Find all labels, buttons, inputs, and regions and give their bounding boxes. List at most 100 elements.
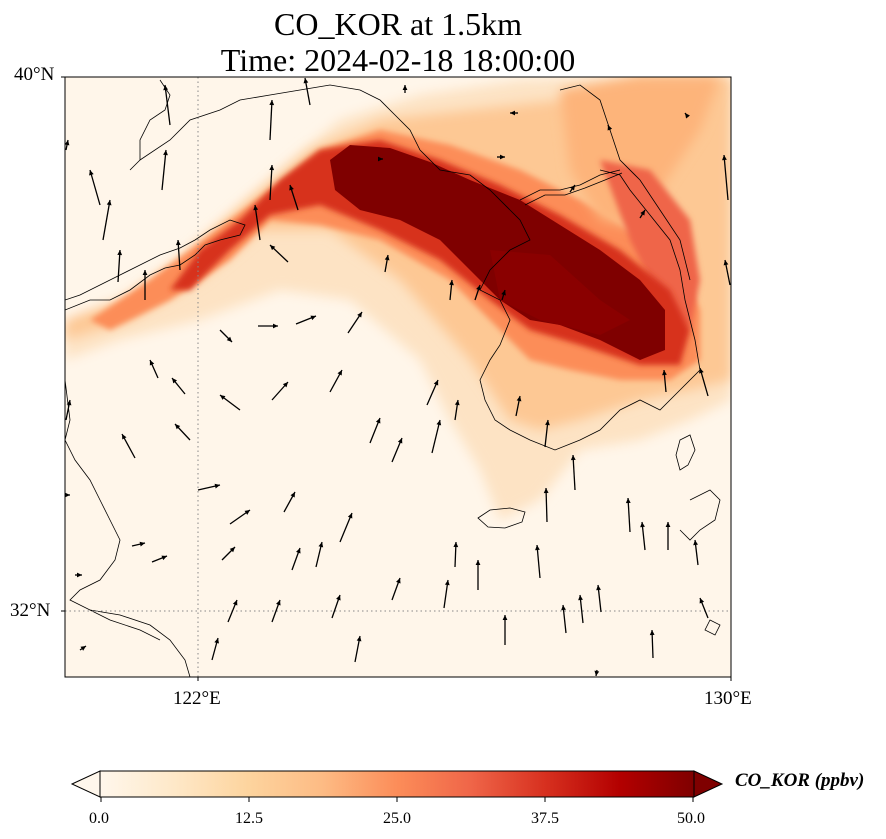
wind-arrow-head (175, 424, 181, 430)
wind-arrow-head (106, 200, 112, 206)
wind-arrow (161, 149, 167, 191)
wind-vectors (65, 77, 731, 677)
wind-arrow-head (596, 585, 601, 591)
wind-arrow-head (65, 492, 70, 498)
wind-arrow-head (570, 455, 576, 461)
wind-arrow-head (665, 522, 671, 527)
wind-arrow-head (65, 140, 70, 146)
wind-arrow-head (640, 210, 645, 216)
wind-arrow-head (220, 395, 226, 400)
wind-arrow-head (476, 285, 481, 291)
wind-arrow-head (122, 434, 127, 440)
wind-arrow-head (253, 205, 259, 211)
wind-arrow-head (273, 323, 278, 329)
wind-arrow-head (310, 315, 316, 321)
wind-arrow-head (375, 418, 381, 424)
wind-arrow-head (570, 185, 575, 191)
wind-arrow-head (543, 488, 549, 494)
wind-arrow-head (337, 370, 342, 376)
wind-arrow (536, 544, 541, 579)
wind-arrow-head (699, 598, 705, 604)
wind-arrow-head (594, 670, 600, 676)
wind-arrow-head (303, 78, 309, 84)
wind-arrow-head (449, 280, 454, 286)
wind-arrow-head (142, 270, 148, 275)
wind-arrow-head (161, 555, 167, 561)
wind-arrow-head (229, 547, 235, 553)
map-frame (64, 76, 732, 678)
wind-arrow (723, 154, 729, 201)
wind-arrow-head (270, 245, 276, 251)
wind-arrow-head (685, 113, 690, 119)
wind-arrow-head (276, 600, 281, 606)
colorbar-extend-low (70, 770, 101, 798)
wind-arrow (164, 84, 171, 126)
wind-arrow-head (453, 542, 459, 548)
wind-arrow-head (244, 510, 250, 515)
wind-arrow-head (454, 400, 460, 406)
wind-arrow (627, 497, 631, 533)
wind-arrow-head (510, 110, 515, 116)
colorbar-tick-0: 0.0 (89, 810, 109, 827)
wind-arrow-head (545, 420, 550, 426)
colorbar-label: CO_KOR (ppbv) (735, 770, 865, 791)
wind-arrow-head (699, 368, 704, 374)
wind-arrow-head (722, 155, 727, 161)
wind-arrow-head (396, 578, 401, 584)
wind-arrow-head (269, 165, 275, 171)
colorbar-tick-2: 25.0 (383, 810, 411, 827)
co-concentration-field (65, 77, 731, 520)
wind-arrow-head (475, 560, 481, 565)
wind-arrow-head (226, 336, 232, 342)
wind-arrow-head (640, 522, 645, 528)
wind-arrow-head (347, 513, 353, 519)
wind-arrow-head (397, 438, 403, 444)
wind-arrow-head (357, 312, 362, 318)
wind-arrow-head (693, 540, 698, 546)
wind-arrow-head (282, 382, 288, 388)
wind-arrow-head (433, 380, 439, 386)
wind-arrow (269, 99, 273, 141)
wind-arrow-head (384, 255, 390, 261)
wind-arrow-head (607, 125, 613, 131)
wind-arrow-head (561, 605, 566, 611)
wind-arrow-head (214, 483, 220, 489)
wind-arrow-head (80, 646, 86, 651)
wind-arrow-head (163, 85, 169, 91)
lon-label-130e: 130°E (704, 688, 752, 709)
wind-arrow-head (444, 580, 450, 586)
wind-arrow-head (289, 185, 294, 191)
wind-arrow-head (649, 630, 655, 636)
map-title-time: Time: 2024-02-18 18:00:00 (220, 42, 576, 78)
colorbar-tick-3: 37.5 (531, 810, 559, 827)
wind-arrow-head (516, 396, 522, 402)
wind-arrow-head (723, 260, 729, 266)
wind-arrow-head (662, 370, 667, 376)
wind-arrow (89, 169, 101, 206)
wind-arrow (431, 419, 441, 454)
wind-arrow-head (117, 250, 123, 256)
wind-arrow-head (501, 290, 506, 296)
wind-arrow-head (139, 541, 145, 547)
colorbar-tick-4: 50.0 (677, 810, 705, 827)
wind-arrow-head (172, 378, 178, 384)
colorbar (99, 770, 695, 798)
wind-arrow-head (625, 498, 631, 504)
wind-arrow (117, 249, 121, 283)
wind-arrow-head (77, 572, 82, 578)
colorbar-ticks (100, 797, 694, 802)
wind-arrow-head (356, 636, 362, 642)
wind-arrow-head (502, 615, 508, 620)
lon-label-122e: 122°E (173, 688, 221, 709)
lat-label-40n: 40°N (14, 64, 55, 85)
lat-label-32n: 32°N (10, 600, 51, 621)
wind-arrow-head (318, 542, 324, 548)
wind-arrow-head (436, 420, 442, 426)
wind-arrow-head (378, 156, 383, 162)
wind-arrow-head (232, 600, 238, 606)
wind-arrow-head (535, 545, 540, 551)
gridlines (65, 77, 731, 677)
wind-arrow-head (89, 170, 94, 176)
wind-arrow-head (578, 595, 583, 601)
